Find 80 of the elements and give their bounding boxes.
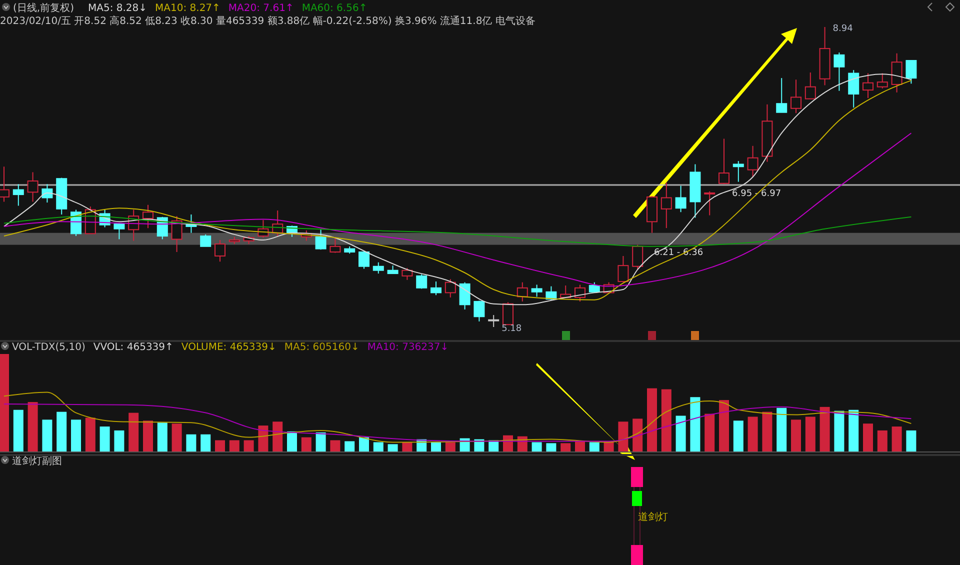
bar [805,416,816,452]
text: MA60: 6.56↑ [302,3,368,14]
bar [532,442,542,452]
bar [834,410,844,452]
bar [575,441,585,452]
bar [301,437,312,452]
candlestick [516,282,528,302]
bar [71,420,81,452]
text: MA20: 7.61↑ [228,3,294,14]
bar [114,430,124,452]
bar [704,414,715,452]
bar [244,440,254,452]
candlestick [660,182,672,229]
candlestick [27,172,38,202]
bar [28,402,38,452]
bar [892,426,902,452]
bar [56,412,67,452]
bar [316,432,326,452]
bar [589,442,600,452]
bar [128,412,139,452]
bar [388,444,398,452]
bar [445,442,456,452]
bar [431,442,441,452]
bar [776,408,787,452]
bar [42,420,52,452]
annotation: 8.94 [832,24,854,34]
chart-title: (日线,前复权) [13,2,74,14]
bar [272,422,283,452]
bar [359,437,369,452]
bar [848,410,859,452]
text: 道剑灯副图 [12,455,62,467]
candlestick [12,184,24,206]
candlestick [862,72,874,99]
bar [215,440,225,452]
bar [0,354,9,452]
bar [13,410,24,452]
text: 道剑灯 [638,511,668,523]
bar [863,424,873,452]
bar [719,400,729,452]
bar [632,418,643,452]
bar [402,442,412,452]
bar [85,418,96,452]
bar [791,420,801,452]
bar [200,434,211,452]
text: MA10: 736237↓ [367,342,449,353]
bar [373,442,384,452]
text: MA10: 8.27↑ [155,3,220,14]
bar [906,430,916,452]
bar [820,406,830,452]
bar [258,426,268,452]
bar [676,416,686,452]
candlestick [848,70,860,108]
bar [546,443,556,452]
text: VOLUME: 465339↓ [181,342,276,353]
candlestick [690,164,701,218]
bar [100,426,110,452]
text: MA5: 605160↓ [284,342,360,353]
text: VVOL: 465339↑ [93,342,174,353]
bar [229,440,240,452]
bar [647,388,657,452]
bar [877,430,888,452]
bar [157,422,168,452]
chart-title: VOL-TDX(5,10) [12,342,86,353]
band-label: 6.21 - 6.36 [654,248,704,258]
bar [690,397,700,452]
bar [618,422,628,452]
bar [748,416,758,452]
bar [733,420,744,452]
bar [287,431,297,452]
bar [172,424,182,452]
annotation: 5.18 [502,324,522,334]
chart-subtitle: 2023/02/10/五 开8.52 高8.52 低8.23 收8.30 量465339 额3.88亿 幅-0.22(-2.58%) 换3.96% 流通11.8亿 电气设备 [0,15,536,27]
bar [661,389,672,452]
bar [330,440,340,452]
text: MA5: 8.28↓ [88,3,148,14]
bar [762,412,772,452]
bar [186,434,196,452]
bar [344,441,355,452]
bar [143,420,153,452]
bar [560,443,571,452]
